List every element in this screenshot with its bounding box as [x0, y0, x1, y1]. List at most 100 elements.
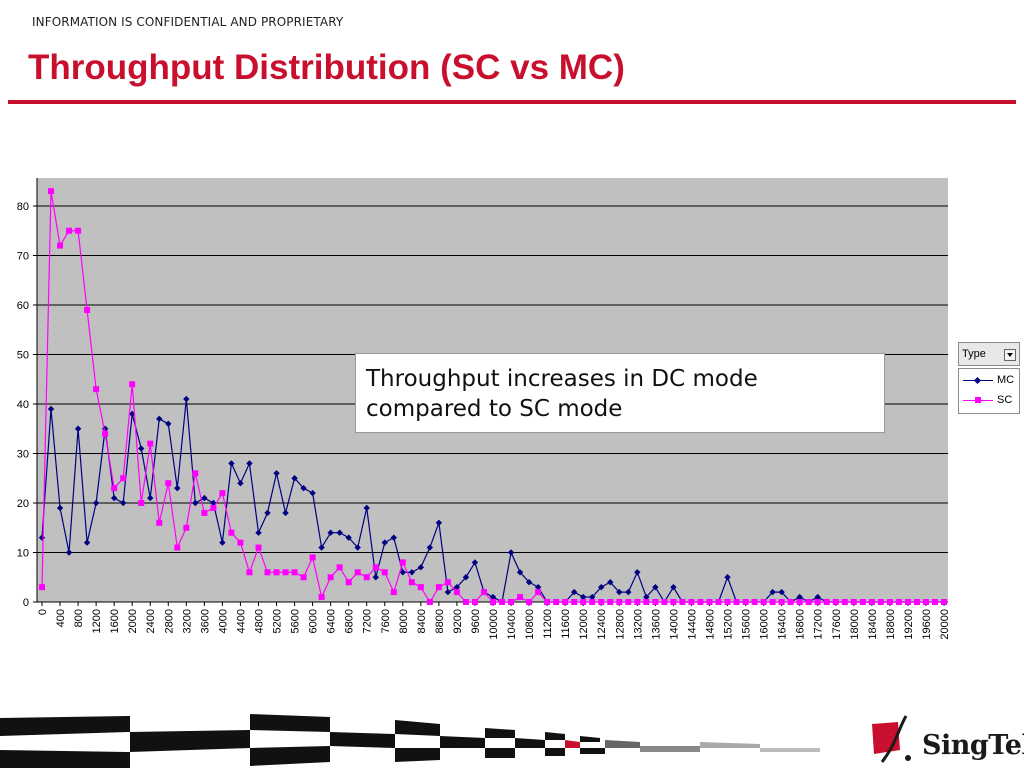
point-sc	[273, 569, 280, 576]
point-sc	[913, 599, 920, 605]
square-marker-icon	[975, 397, 981, 403]
x-tick-label: 2400	[145, 609, 157, 633]
point-sc	[390, 589, 397, 596]
point-sc	[111, 485, 118, 492]
x-tick-label: 10800	[524, 609, 536, 640]
point-sc	[859, 599, 866, 605]
point-sc	[544, 599, 551, 605]
point-mc	[65, 549, 73, 556]
point-mc	[192, 499, 199, 507]
x-tick-label: 8000	[398, 609, 410, 633]
point-sc	[850, 599, 857, 605]
point-sc	[39, 584, 45, 591]
y-tick-label: 50	[17, 350, 29, 362]
point-sc	[453, 589, 460, 596]
point-mc	[372, 574, 379, 581]
point-sc	[129, 381, 136, 388]
legend-title: Type	[962, 348, 986, 360]
callout-box: Throughput increases in DC mode compared…	[355, 353, 885, 433]
point-mc	[625, 588, 632, 596]
point-sc	[814, 599, 821, 605]
point-sc	[571, 599, 578, 605]
point-sc	[598, 599, 605, 605]
point-mc	[101, 425, 109, 432]
point-sc	[48, 188, 55, 195]
x-tick-label: 12400	[596, 609, 608, 640]
x-tick-label: 11600	[560, 609, 572, 639]
x-tick-label: 20000	[939, 609, 951, 640]
point-sc	[616, 599, 623, 605]
point-sc	[796, 599, 803, 605]
point-sc	[904, 599, 911, 605]
title-underline	[8, 100, 1016, 104]
singtel-logo: SingTel	[868, 712, 1024, 768]
y-tick-label: 30	[17, 449, 29, 461]
point-mc	[74, 425, 82, 432]
point-sc	[309, 554, 316, 561]
confidentiality-notice: INFORMATION IS CONFIDENTIAL AND PROPRIET…	[32, 15, 344, 29]
point-sc	[490, 599, 496, 605]
x-tick-label: 12800	[614, 609, 626, 640]
y-tick-label: 20	[17, 498, 29, 510]
dropdown-arrow-icon[interactable]	[1004, 349, 1016, 361]
x-tick-label: 16400	[777, 609, 789, 640]
point-sc	[823, 599, 830, 605]
point-sc	[471, 599, 478, 605]
point-mc	[616, 588, 623, 596]
point-mc	[444, 588, 452, 596]
legend-type-field[interactable]: Type	[958, 342, 1020, 366]
point-mc	[345, 534, 352, 541]
x-tick-label: 9600	[470, 609, 482, 633]
y-tick-label: 70	[17, 251, 29, 263]
callout-line-1: Throughput increases in DC mode	[366, 366, 758, 392]
point-sc	[219, 490, 226, 497]
point-mc	[83, 539, 91, 546]
point-mc	[228, 460, 235, 467]
point-mc	[219, 539, 226, 546]
x-tick-label: 2000	[127, 609, 139, 633]
y-tick-label: 10	[17, 548, 29, 560]
x-tick-label: 8800	[434, 609, 446, 633]
x-tick-label: 0	[37, 609, 49, 615]
x-tick-label: 10000	[488, 609, 500, 640]
point-sc	[156, 519, 163, 526]
point-sc	[733, 599, 740, 605]
x-tick-label: 16800	[795, 609, 807, 640]
x-tick-label: 14000	[668, 609, 680, 640]
x-tick-label: 7600	[380, 609, 392, 633]
point-sc	[751, 599, 758, 605]
point-sc	[517, 594, 524, 601]
point-mc	[264, 509, 271, 517]
x-tick-label: 13200	[632, 609, 644, 640]
point-mc	[309, 489, 316, 497]
y-tick-label: 40	[17, 399, 29, 411]
x-tick-label: 1200	[91, 609, 103, 633]
point-sc	[841, 599, 848, 605]
point-sc	[264, 569, 271, 576]
point-mc	[300, 484, 307, 492]
legend-item-mc: MC	[963, 374, 1019, 388]
legend-item-sc: SC	[963, 394, 1019, 408]
point-sc	[327, 574, 334, 581]
point-mc	[471, 559, 479, 566]
x-tick-label: 400	[55, 609, 67, 627]
point-sc	[147, 440, 154, 447]
point-sc	[526, 599, 533, 605]
x-tick-label: 16000	[759, 609, 771, 640]
point-sc	[210, 504, 217, 511]
point-sc	[174, 544, 181, 551]
point-sc	[535, 589, 542, 596]
point-sc	[778, 599, 785, 605]
point-sc	[336, 564, 343, 571]
singtel-mark-icon	[872, 715, 911, 763]
point-sc	[462, 599, 469, 605]
x-tick-label: 3600	[199, 609, 211, 633]
point-sc	[895, 599, 902, 605]
point-mc	[165, 420, 172, 427]
legend-entries: MC SC	[958, 368, 1020, 414]
point-mc	[291, 475, 298, 482]
point-sc	[769, 599, 776, 605]
point-mc	[778, 588, 785, 596]
point-sc	[742, 599, 749, 605]
point-sc	[102, 430, 109, 437]
